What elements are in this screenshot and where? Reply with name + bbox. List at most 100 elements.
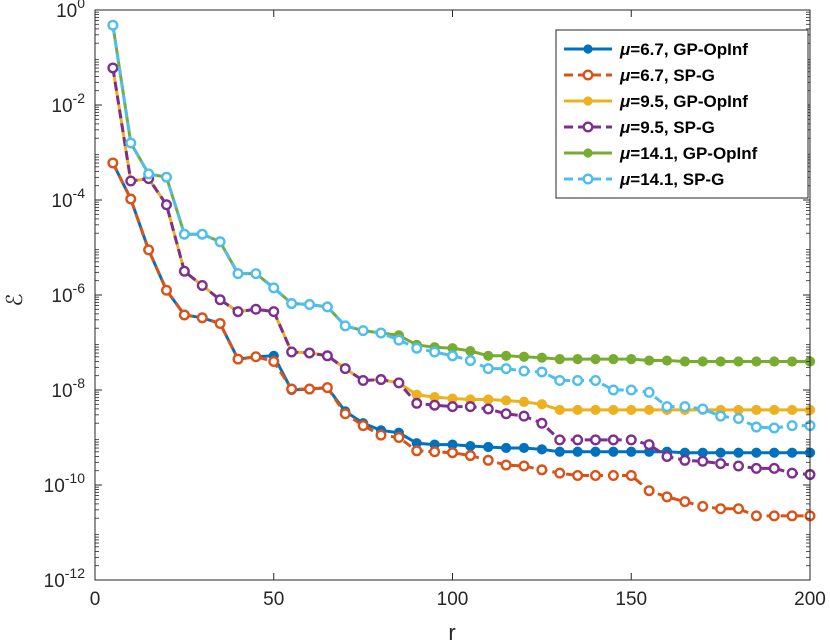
series-2-point bbox=[196, 312, 208, 324]
series-4-point bbox=[286, 346, 298, 358]
series-6-point bbox=[447, 350, 459, 362]
series-5-point bbox=[715, 356, 726, 367]
axes-layer: 0 50 100 150 200 10-12 10-10 10-8 10-6 10-4 10-2 10… bbox=[44, 0, 826, 610]
series-5-point bbox=[626, 354, 637, 365]
series-6-point bbox=[160, 171, 172, 183]
legend-marker bbox=[582, 121, 594, 133]
series-3-point bbox=[769, 404, 780, 416]
series-2-point bbox=[304, 383, 316, 395]
series-5-point bbox=[733, 356, 744, 367]
series-2-point bbox=[715, 503, 727, 515]
legend-label: μ=6.7, GP-OpInf bbox=[619, 40, 748, 59]
series-2-point bbox=[178, 309, 190, 321]
legend-entry: μ=14.1, SP-G bbox=[564, 170, 724, 189]
series-4-point bbox=[375, 374, 387, 386]
series-4-point bbox=[750, 462, 762, 474]
series-4-point bbox=[607, 434, 619, 446]
series-6-point bbox=[750, 421, 762, 433]
series-6 bbox=[107, 19, 816, 434]
series-4-point bbox=[661, 451, 673, 463]
series-6-point bbox=[643, 386, 655, 398]
y-tick-label: 10-6 bbox=[51, 280, 85, 307]
series-5-point bbox=[501, 350, 512, 361]
series-6-point bbox=[429, 346, 441, 358]
series-2-point bbox=[697, 500, 709, 512]
series-6-point bbox=[768, 422, 780, 434]
series-4-point bbox=[482, 403, 494, 415]
series-4-point bbox=[321, 350, 333, 362]
series-2-point bbox=[250, 351, 262, 363]
x-tick-label: 0 bbox=[90, 589, 101, 610]
series-2-point bbox=[786, 510, 798, 522]
y-tick-label: 10-4 bbox=[51, 185, 85, 212]
series-6-point bbox=[393, 334, 405, 346]
series-6-point bbox=[661, 401, 673, 413]
series-4-point bbox=[160, 199, 172, 211]
series-6-point bbox=[590, 375, 602, 387]
series-6-point bbox=[733, 413, 745, 425]
series-2-point bbox=[447, 447, 459, 459]
series-1-point bbox=[590, 446, 601, 457]
series-2-point bbox=[464, 450, 476, 462]
series-2-line bbox=[111, 162, 810, 518]
legend-label: μ=9.5, SP-G bbox=[619, 118, 715, 137]
series-4-point bbox=[447, 401, 459, 413]
y-tick-label: 10-2 bbox=[51, 90, 85, 117]
series-6-point bbox=[143, 168, 155, 180]
series-4-line bbox=[111, 67, 811, 476]
x-axis-label: r bbox=[448, 620, 455, 644]
legend-marker bbox=[583, 148, 593, 158]
series-4-point bbox=[250, 303, 262, 315]
y-axis-label: ℰ bbox=[2, 293, 27, 306]
series-2-point bbox=[268, 356, 280, 368]
series-6-point bbox=[786, 420, 798, 432]
legend-marker bbox=[583, 96, 593, 106]
legend-label: μ=14.1, GP-OpInf bbox=[619, 144, 758, 163]
series-5-point bbox=[751, 356, 762, 367]
legend-box bbox=[555, 29, 809, 199]
y-tick-label: 10-8 bbox=[51, 375, 85, 402]
series-5-point bbox=[572, 354, 583, 365]
series-6-point bbox=[321, 301, 333, 313]
series-6-point bbox=[715, 410, 727, 422]
series-2-point bbox=[500, 459, 512, 471]
series-4-point bbox=[572, 434, 584, 446]
series-6-point bbox=[232, 268, 244, 280]
series-3-point bbox=[483, 394, 494, 405]
series-4-point bbox=[214, 294, 226, 306]
series-2-point bbox=[160, 284, 172, 296]
series-2-point bbox=[518, 460, 530, 472]
series-2-point bbox=[429, 446, 441, 458]
series-2-point bbox=[393, 432, 405, 444]
series-1-point bbox=[733, 447, 744, 458]
legend-label: μ=9.5, GP-OpInf bbox=[619, 92, 748, 111]
series-1-point bbox=[715, 447, 726, 458]
series-2-point bbox=[750, 510, 762, 522]
series-6-point bbox=[482, 363, 494, 375]
series-1-point bbox=[465, 440, 476, 452]
series-6-point bbox=[339, 320, 351, 332]
series-4-point bbox=[697, 455, 709, 467]
series-6-point bbox=[625, 384, 637, 396]
series-2-point bbox=[107, 157, 119, 169]
series-2-point bbox=[679, 496, 691, 508]
series-5-point bbox=[590, 354, 601, 365]
series-1-point bbox=[751, 447, 762, 458]
series-1-point bbox=[518, 442, 530, 454]
legend-label: μ=6.7, SP-G bbox=[619, 66, 715, 85]
series-4-point bbox=[733, 460, 745, 472]
series-2-point bbox=[590, 470, 602, 482]
series-4-point bbox=[357, 375, 369, 387]
series-5-point bbox=[554, 354, 565, 365]
series-5-point bbox=[787, 356, 798, 367]
series-5-point bbox=[661, 355, 673, 366]
series-2-point bbox=[536, 464, 548, 476]
series-3-point bbox=[501, 395, 512, 406]
series-4-point bbox=[304, 347, 316, 359]
series-2-point bbox=[733, 503, 745, 515]
series-4-point bbox=[679, 454, 691, 466]
series-2-point bbox=[214, 318, 226, 330]
legend: μ=6.7, GP-OpInf μ=6.7, SP-G μ=9.5, GP-OpIn… bbox=[555, 29, 809, 199]
series-6-line bbox=[111, 24, 810, 430]
